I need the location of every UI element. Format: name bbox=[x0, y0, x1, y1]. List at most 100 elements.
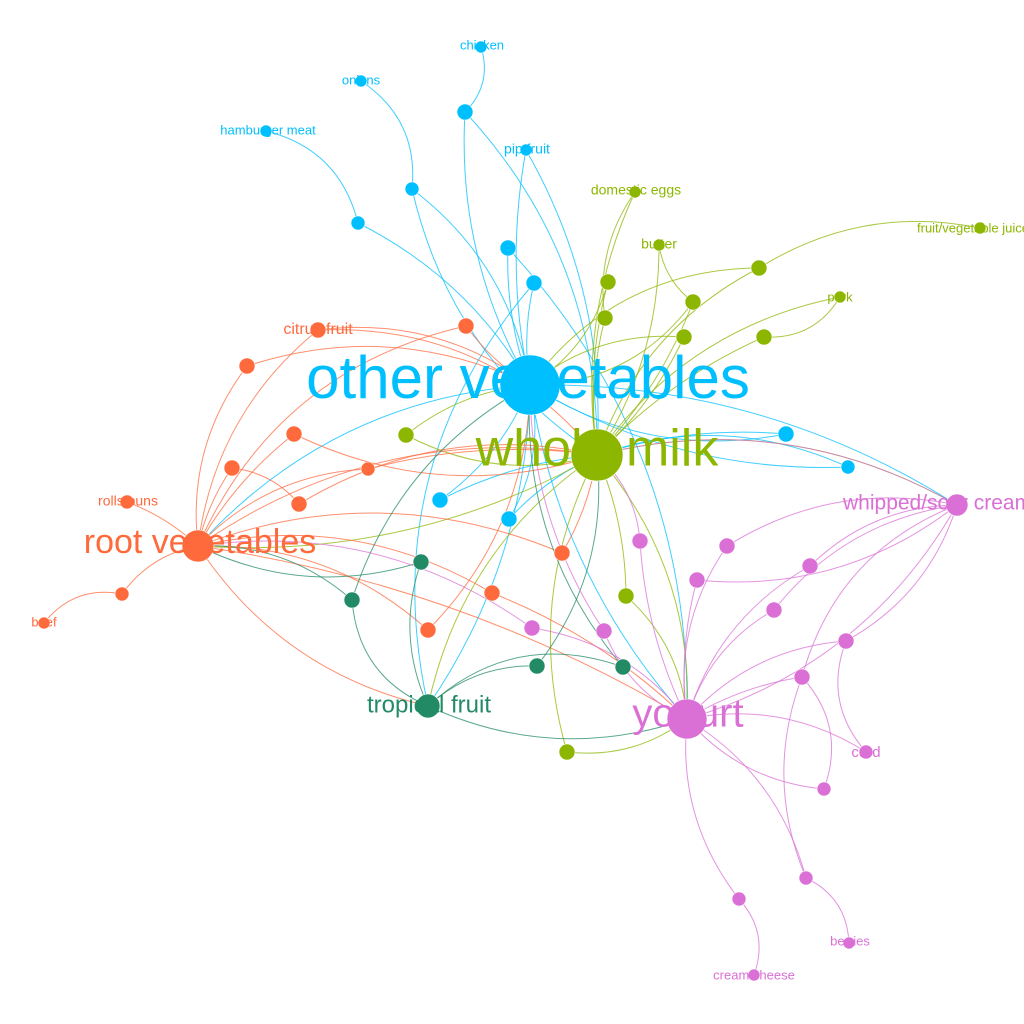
graph-node bbox=[596, 309, 614, 327]
graph-node bbox=[404, 181, 420, 197]
graph-edge bbox=[197, 454, 598, 549]
graph-edge bbox=[596, 267, 760, 456]
graph-node bbox=[837, 632, 855, 650]
graph-node bbox=[570, 428, 624, 482]
graph-node bbox=[731, 891, 747, 907]
graph-node bbox=[765, 601, 783, 619]
graph-node bbox=[457, 317, 475, 335]
graph-edge bbox=[195, 365, 248, 547]
graph-edge bbox=[197, 545, 688, 720]
graph-node bbox=[684, 293, 702, 311]
graph-edge bbox=[529, 384, 688, 720]
graph-node bbox=[801, 557, 819, 575]
graph-node bbox=[525, 274, 543, 292]
graph-edge bbox=[773, 504, 958, 611]
graph-edge bbox=[246, 345, 531, 386]
graph-node bbox=[309, 321, 327, 339]
graph-node bbox=[499, 239, 517, 257]
graph-edge bbox=[686, 713, 867, 753]
graph-node bbox=[119, 494, 135, 510]
graph-edge bbox=[805, 877, 850, 944]
graph-edge bbox=[529, 384, 958, 506]
node-label-berries: berries bbox=[830, 933, 870, 948]
graph-edge bbox=[529, 384, 605, 632]
graph-node bbox=[415, 693, 441, 719]
graph-edge bbox=[427, 705, 688, 740]
graph-edge bbox=[783, 676, 807, 879]
graph-node bbox=[973, 221, 987, 235]
graph-node bbox=[343, 591, 361, 609]
graph-edge bbox=[298, 444, 598, 505]
graph-edge bbox=[197, 534, 493, 594]
graph-edge bbox=[758, 220, 981, 269]
graph-edge bbox=[525, 149, 599, 456]
graph-edge bbox=[197, 329, 319, 547]
graph-edge bbox=[317, 329, 598, 456]
graph-node bbox=[840, 459, 856, 475]
node-label-other-vegetables: other vegetables bbox=[306, 344, 750, 411]
graph-edge bbox=[197, 540, 533, 629]
graph-edge bbox=[596, 296, 841, 456]
graph-edge bbox=[464, 111, 598, 456]
labels-layer: other vegetables whole milk root vegetable… bbox=[31, 37, 1024, 982]
graph-node bbox=[628, 185, 642, 199]
graph-node bbox=[666, 698, 708, 740]
graph-node bbox=[833, 290, 847, 304]
graph-edge bbox=[427, 653, 624, 707]
graph-edge bbox=[809, 504, 958, 567]
graph-edge bbox=[231, 467, 300, 505]
graph-edge bbox=[685, 718, 740, 900]
graph-node bbox=[354, 74, 368, 88]
node-label-beef: beef bbox=[31, 614, 57, 629]
node-label-pip-fruit: pip fruit bbox=[504, 141, 550, 157]
graph-edge bbox=[360, 80, 414, 190]
node-label-rolls-buns: rolls/buns bbox=[98, 493, 158, 509]
graph-node bbox=[350, 215, 366, 231]
graph-node bbox=[816, 781, 832, 797]
graph-node bbox=[793, 668, 811, 686]
graph-edge bbox=[197, 433, 295, 547]
graph-edge bbox=[837, 640, 867, 753]
graph-node bbox=[675, 328, 693, 346]
graph-edge bbox=[43, 591, 123, 624]
graph-node bbox=[558, 743, 576, 761]
graph-edge bbox=[596, 244, 660, 456]
node-label-cream-cheese: cream cheese bbox=[713, 967, 795, 982]
graph-node bbox=[652, 238, 666, 252]
graph-node bbox=[412, 553, 430, 571]
graph-edge bbox=[763, 296, 841, 338]
graph-node bbox=[595, 622, 613, 640]
graph-edge bbox=[351, 384, 531, 601]
graph-edge bbox=[197, 512, 563, 554]
graph-node bbox=[599, 273, 617, 291]
graph-node bbox=[523, 619, 541, 637]
graph-edge bbox=[529, 384, 849, 468]
graph-node bbox=[747, 968, 761, 982]
graph-edge bbox=[596, 439, 958, 506]
graph-node bbox=[718, 537, 736, 555]
graph-edge bbox=[351, 599, 429, 707]
node-label-whipped-sour-cream: whipped/sour cream bbox=[842, 492, 1024, 515]
graph-node bbox=[500, 510, 518, 528]
graph-edge bbox=[197, 325, 467, 547]
graph-node bbox=[431, 491, 449, 509]
graph-node bbox=[798, 870, 814, 886]
graph-node bbox=[238, 357, 256, 375]
graph-node bbox=[631, 532, 649, 550]
graph-node bbox=[750, 259, 768, 277]
graph-edge bbox=[596, 435, 849, 468]
graph-edge bbox=[414, 282, 535, 707]
graph-edge bbox=[591, 191, 636, 456]
node-label-yogurt: yogurt bbox=[632, 692, 743, 736]
graph-node bbox=[519, 143, 533, 157]
graph-edge bbox=[596, 454, 689, 720]
graph-node bbox=[419, 621, 437, 639]
node-label-domestic-eggs: domestic eggs bbox=[591, 182, 681, 198]
graph-edge bbox=[639, 540, 688, 720]
graph-node bbox=[842, 936, 856, 950]
graph-node bbox=[397, 426, 415, 444]
graph-edge bbox=[197, 447, 598, 547]
graph-edge bbox=[357, 222, 531, 386]
